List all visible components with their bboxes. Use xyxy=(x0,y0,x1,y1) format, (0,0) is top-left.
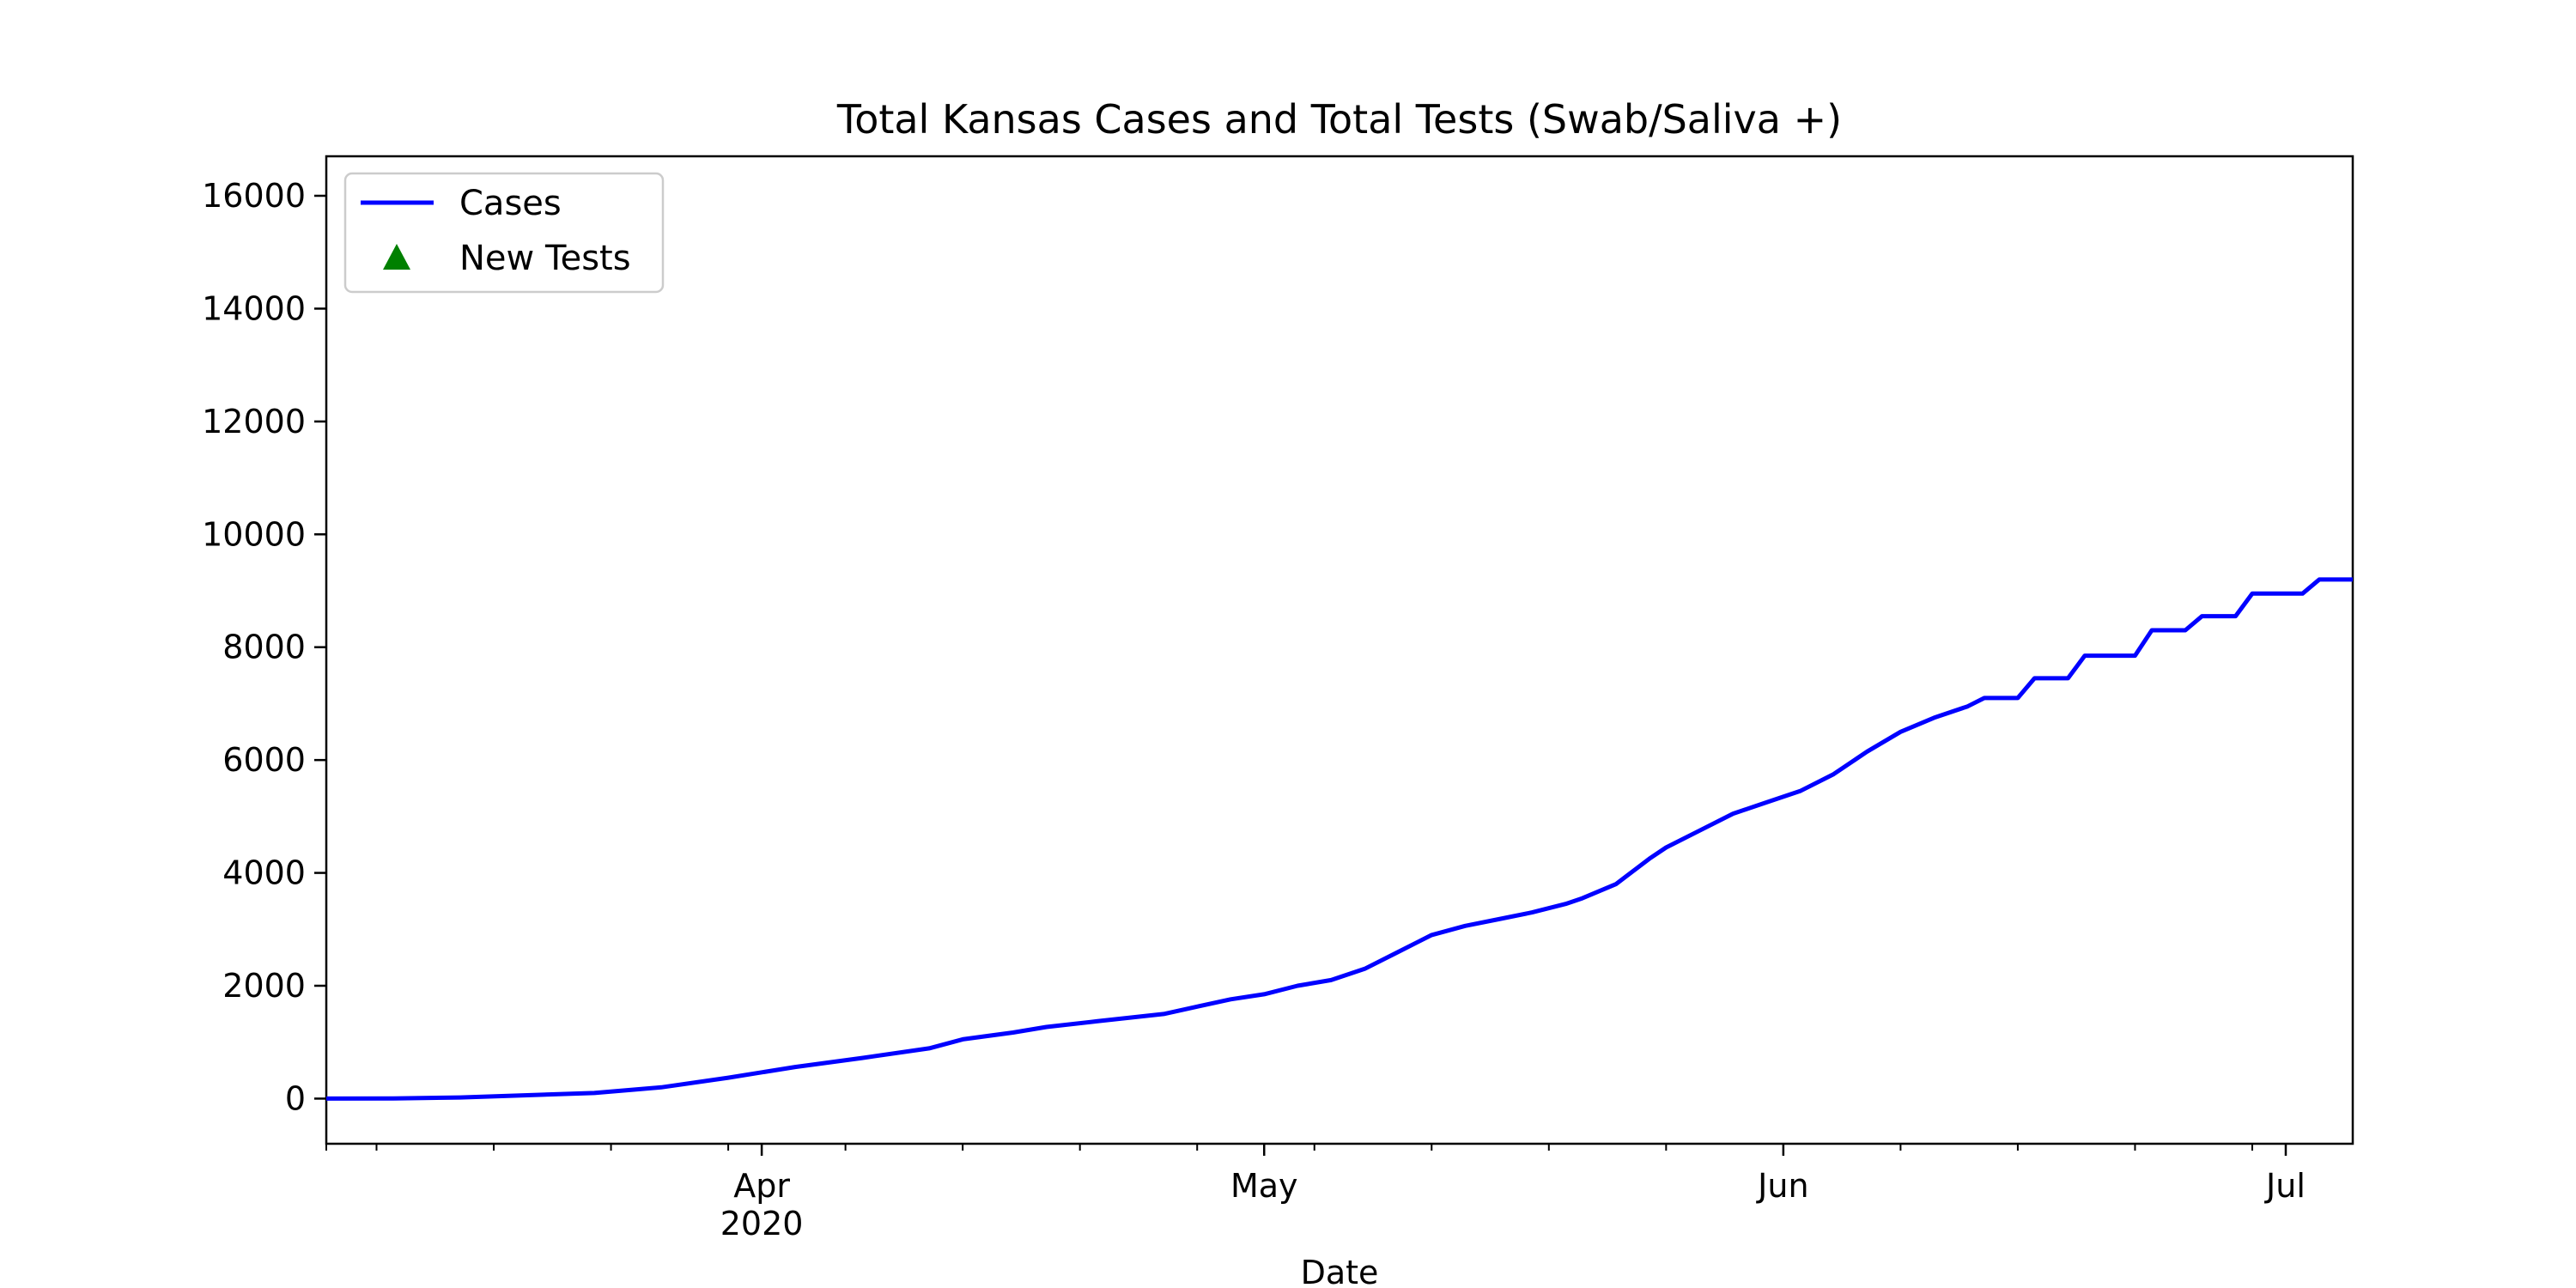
y-tick-label: 12000 xyxy=(202,403,306,440)
legend-tests-swatch xyxy=(383,244,410,270)
x-tick-label: Apr xyxy=(733,1167,790,1205)
plot-area xyxy=(326,577,2353,1101)
y-tick-label: 16000 xyxy=(202,177,306,215)
x-tick-label: May xyxy=(1230,1167,1298,1205)
y-tick-label: 8000 xyxy=(222,629,306,666)
series-layer xyxy=(326,577,2353,1101)
y-tick-label: 10000 xyxy=(202,515,306,553)
plot-frame xyxy=(325,155,2354,1145)
y-tick-label: 14000 xyxy=(202,289,306,327)
legend-cases-label: Cases xyxy=(459,184,562,223)
y-axis: 0 2000 4000 6000 8000 10000 12000 14000 16000 xyxy=(202,177,326,1117)
y-tick-label: 6000 xyxy=(222,741,306,779)
chart-title: Total Kansas Cases and Total Tests (Swab… xyxy=(836,96,1842,143)
y-tick-label: 2000 xyxy=(222,967,306,1005)
y-tick-label: 4000 xyxy=(222,854,306,892)
y-tick-label: 0 xyxy=(285,1079,306,1117)
legend-tests-label: New Tests xyxy=(459,239,631,278)
x-tick-label: Jul xyxy=(2264,1167,2306,1205)
x-tick-sublabel: 2020 xyxy=(720,1205,804,1242)
x-axis-label: Date xyxy=(1301,1254,1379,1288)
legend: Cases New Tests xyxy=(343,172,665,294)
x-tick-label: Jun xyxy=(1756,1167,1808,1205)
cases-line xyxy=(326,577,2353,1101)
